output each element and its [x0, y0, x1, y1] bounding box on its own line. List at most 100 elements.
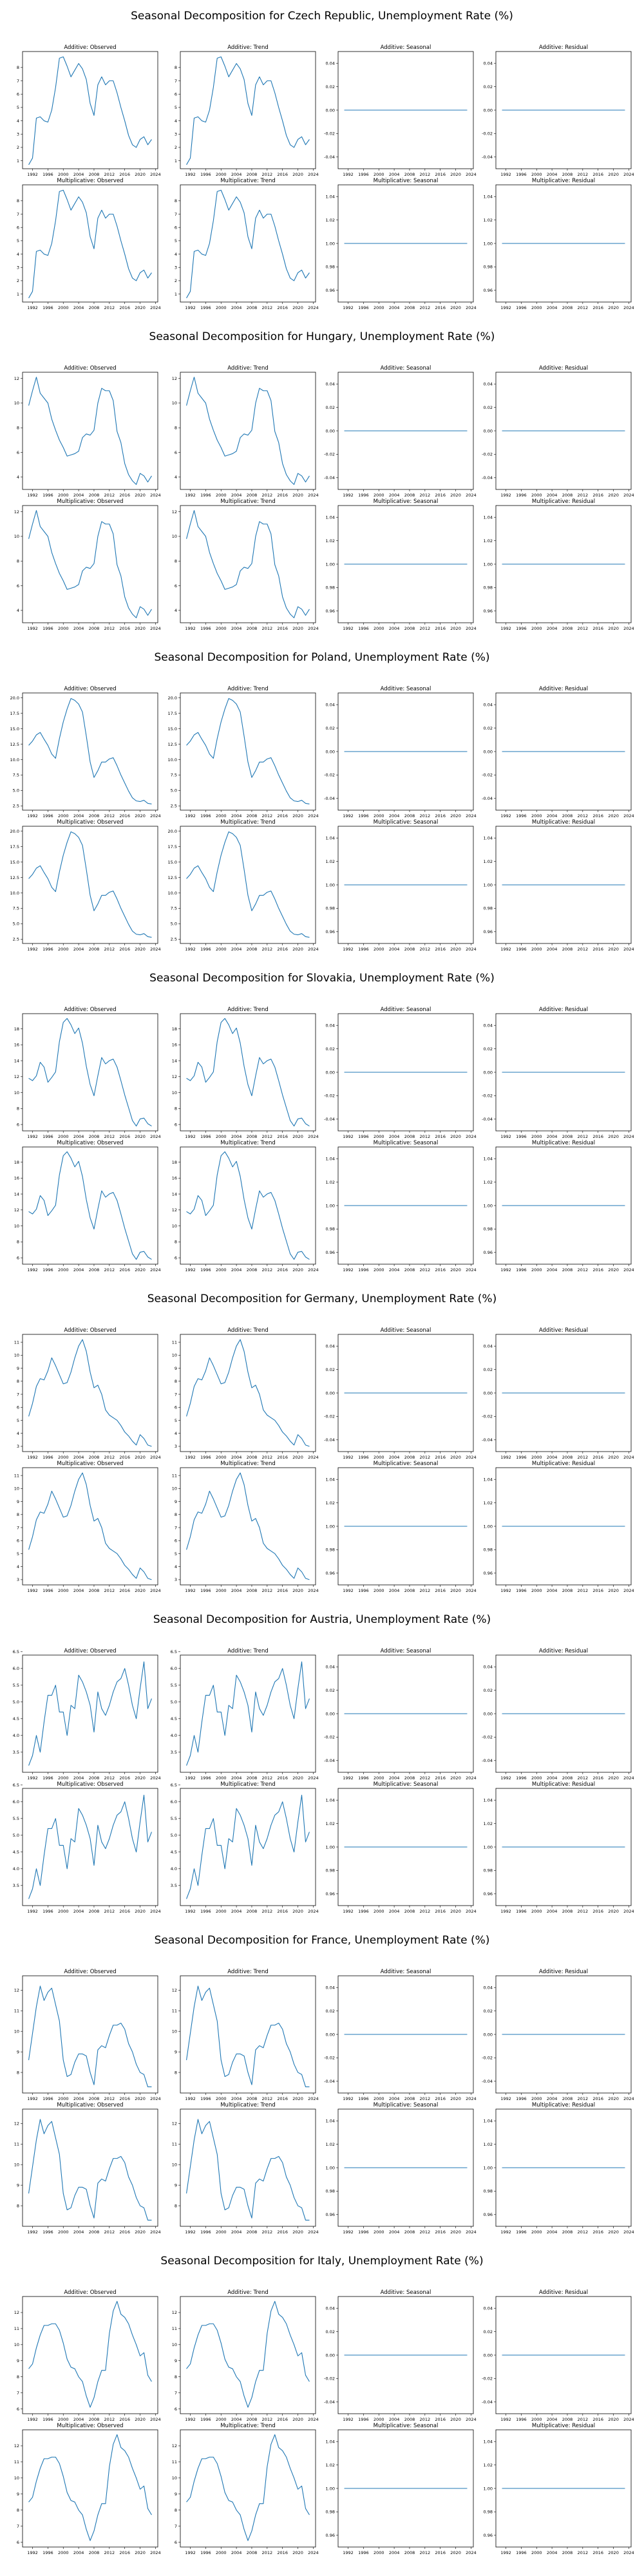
plot-frame — [180, 1334, 316, 1452]
x-tick-label: 2016 — [592, 1455, 603, 1460]
x-tick-label: 2020 — [135, 2230, 146, 2235]
x-tick-label: 2004 — [547, 2230, 558, 2235]
subplot-title: Multiplicative: Observed — [57, 1140, 123, 1146]
y-tick-label: 5.0 — [171, 788, 177, 793]
x-tick-label: 1996 — [516, 305, 527, 310]
subplot-add-obs: Additive: Observed 1992 1996 2000 2004 2008 20… — [13, 1648, 161, 1781]
x-tick-label: 2000 — [374, 2417, 384, 2422]
x-tick-label: 2004 — [231, 1776, 242, 1781]
x-tick-label: 2016 — [435, 493, 446, 498]
y-tick-label: 0.00 — [484, 1070, 493, 1075]
subplot-add-obs: Additive: Observed 1992 1996 2000 2004 2008 20… — [14, 1007, 161, 1139]
x-tick-label: 2024 — [623, 305, 634, 310]
y-tick-label: 10.0 — [10, 757, 19, 762]
plot-frame — [22, 1334, 158, 1452]
x-tick-label: 2024 — [466, 1134, 477, 1139]
x-tick-label: 2024 — [150, 305, 161, 310]
x-tick-label: 2004 — [389, 1455, 400, 1460]
x-tick-label: 2024 — [623, 2230, 634, 2235]
subplot-title: Additive: Trend — [227, 44, 269, 51]
x-tick-label: 2012 — [104, 626, 115, 631]
x-tick-label: 1992 — [27, 626, 38, 631]
x-tick-label: 2008 — [89, 1588, 100, 1593]
y-tick-label: 4 — [17, 252, 19, 257]
x-tick-label: 2004 — [231, 305, 242, 310]
y-tick-label: 7.5 — [13, 906, 19, 911]
x-tick-label: 2016 — [435, 1455, 446, 1460]
plot-frame — [180, 2296, 316, 2414]
subplot-mul-obs: Multiplicative: Observed 1992 1996 2000 2004… — [14, 1461, 161, 1593]
x-tick-label: 2024 — [466, 1909, 477, 1914]
x-tick-label: 2016 — [592, 1909, 603, 1914]
x-tick-label: 2008 — [404, 1909, 415, 1914]
x-tick-label: 1992 — [27, 813, 38, 819]
y-tick-label: 7 — [17, 2391, 19, 2396]
x-tick-label: 2008 — [404, 493, 415, 498]
x-tick-label: 2000 — [216, 1588, 227, 1593]
subplot-title: Additive: Residual — [539, 2289, 588, 2296]
subplot-add-seas: Additive: Seasonal 1992 1996 2000 2004 2008 20… — [324, 1969, 477, 2101]
y-tick-label: 8 — [175, 198, 177, 204]
subplot-title: Multiplicative: Seasonal — [374, 2102, 439, 2108]
x-tick-label: 2012 — [420, 493, 431, 498]
series-line — [28, 1339, 152, 1447]
x-tick-label: 2016 — [592, 172, 603, 177]
x-tick-label: 2004 — [547, 1588, 558, 1593]
x-tick-label: 2024 — [308, 493, 319, 498]
y-tick-label: 16 — [14, 1043, 19, 1048]
x-tick-label: 2004 — [231, 2096, 242, 2101]
x-tick-label: 2008 — [404, 1267, 415, 1273]
x-tick-label: 2004 — [73, 947, 84, 952]
y-tick-label: 1.02 — [484, 2463, 493, 2468]
y-tick-label: 7 — [175, 2391, 177, 2396]
y-tick-label: 0.00 — [484, 1390, 493, 1396]
y-tick-label: -0.02 — [324, 452, 335, 457]
y-tick-label: 0.96 — [326, 929, 335, 934]
x-tick-label: 2008 — [89, 947, 100, 952]
y-tick-label: 1.00 — [326, 241, 335, 246]
y-tick-label: 3 — [175, 265, 177, 270]
x-tick-label: 2008 — [562, 493, 573, 498]
x-tick-label: 2004 — [389, 1588, 400, 1593]
x-tick-label: 2008 — [89, 1134, 100, 1139]
x-tick-label: 2000 — [374, 813, 384, 819]
series-line — [186, 1794, 310, 1899]
y-tick-label: 7 — [17, 1525, 19, 1530]
subplot-title: Additive: Residual — [539, 1648, 588, 1654]
x-tick-label: 1996 — [200, 1776, 211, 1781]
y-tick-label: 20.0 — [10, 829, 19, 834]
y-tick-label: 7 — [175, 1525, 177, 1530]
subplot-mul-seas: Multiplicative: Seasonal 1992 1996 2000 2004… — [326, 2423, 477, 2555]
plot-frame — [180, 692, 316, 811]
y-tick-label: 6 — [175, 91, 177, 97]
subplot-title: Additive: Seasonal — [381, 365, 431, 372]
x-tick-label: 2004 — [231, 1455, 242, 1460]
subplot-title: Additive: Observed — [64, 686, 116, 692]
x-tick-label: 1996 — [200, 2417, 211, 2422]
x-tick-label: 2020 — [135, 305, 146, 310]
subplot-mul-seas: Multiplicative: Seasonal 1992 1996 2000 2004… — [326, 819, 477, 952]
y-tick-label: -0.04 — [324, 1437, 335, 1443]
y-tick-label: 1.04 — [326, 1157, 335, 1162]
x-tick-label: 2020 — [450, 2096, 461, 2101]
x-tick-label: 2008 — [404, 2096, 415, 2101]
y-tick-label: 1 — [175, 158, 177, 164]
y-tick-label: 0.00 — [484, 1711, 493, 1716]
x-tick-label: 1992 — [27, 2550, 38, 2555]
x-tick-label: 2012 — [420, 1588, 431, 1593]
x-tick-label: 2016 — [435, 1134, 446, 1139]
y-tick-label: -0.04 — [482, 1437, 493, 1443]
y-tick-label: 17.5 — [10, 711, 19, 716]
y-tick-label: 1.02 — [484, 538, 493, 544]
y-tick-label: 2.5 — [13, 937, 19, 942]
subplot-title: Additive: Residual — [539, 1327, 588, 1334]
y-tick-label: 12.5 — [168, 742, 177, 747]
x-tick-label: 2004 — [389, 1776, 400, 1781]
x-tick-label: 2000 — [58, 813, 69, 819]
x-tick-label: 2012 — [578, 2550, 589, 2555]
subplot-mul-seas: Multiplicative: Seasonal 1992 1996 2000 2004… — [326, 1781, 477, 1914]
series-line — [28, 1794, 152, 1899]
y-tick-label: 7 — [17, 79, 19, 84]
y-tick-label: 1.00 — [326, 1524, 335, 1529]
y-tick-label: -0.02 — [324, 2376, 335, 2382]
